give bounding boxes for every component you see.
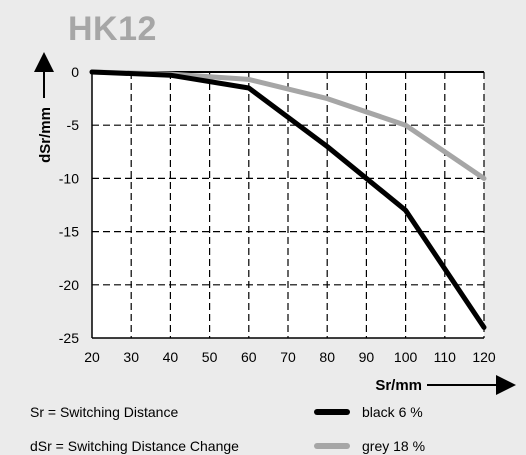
y-tick-label: -20: [59, 277, 79, 293]
series-lines: [89, 69, 487, 330]
axis-labels: Sr/mm dSr/mm: [34, 52, 516, 395]
tick-labels: 20 30 40 50 60 70 80 90 100 110 120 0 -5 -10 -15 -20 -25: [59, 64, 496, 365]
x-axis-label: Sr/mm: [375, 377, 422, 394]
x-tick-label: 110: [434, 349, 457, 365]
y-tick-label: -15: [59, 224, 79, 240]
x-tick-label: 100: [394, 349, 418, 365]
x-tick-label: 90: [359, 349, 375, 365]
note-sr: Sr = Switching Distance: [30, 404, 179, 420]
y-tick-label: 0: [71, 64, 79, 80]
series-line-black: [89, 69, 487, 330]
y-tick-label: -5: [67, 117, 80, 133]
note-dsr: dSr = Switching Distance Change: [30, 438, 239, 454]
chart-title: HK12: [68, 10, 157, 48]
x-tick-label: 120: [472, 349, 496, 365]
x-tick-label: 50: [202, 349, 218, 365]
legend-label-black: black 6 %: [362, 404, 423, 420]
y-tick-label: -25: [59, 330, 79, 346]
legend-swatch-grey: [314, 443, 350, 449]
legend-label-grey: grey 18 %: [362, 438, 426, 454]
legend-swatch-black: [314, 409, 350, 415]
y-tick-label: -10: [59, 170, 79, 186]
x-tick-label: 20: [84, 349, 100, 365]
x-tick-label: 40: [163, 349, 179, 365]
x-tick-label: 60: [241, 349, 257, 365]
x-tick-label: 80: [319, 349, 335, 365]
y-axis-label: dSr/mm: [37, 107, 54, 163]
x-tick-label: 70: [280, 349, 296, 365]
x-tick-label: 30: [123, 349, 139, 365]
